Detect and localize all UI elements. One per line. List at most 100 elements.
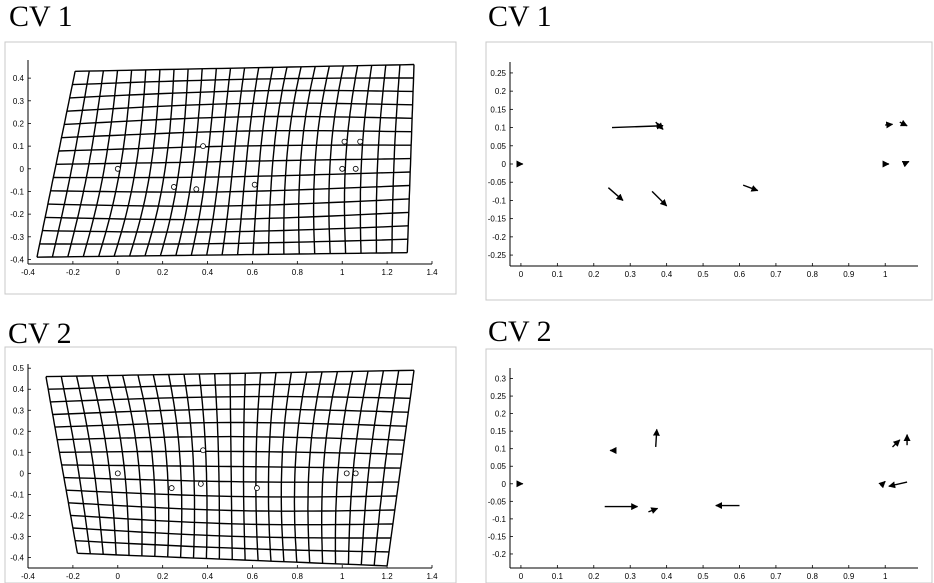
y-tick-label: 0.1 (13, 142, 25, 151)
x-tick-label: 1 (340, 268, 345, 277)
x-tick-label: 0.1 (552, 572, 564, 581)
panel-frame (4, 41, 457, 295)
x-tick-label: 0.4 (661, 270, 673, 279)
x-tick-label: -0.2 (66, 572, 80, 581)
x-tick-label: 0.6 (734, 572, 746, 581)
displacement-vector (651, 190, 668, 207)
y-tick-label: 0.1 (495, 124, 507, 133)
y-tick-label: 0.3 (13, 406, 25, 415)
y-tick-label: 0.3 (13, 97, 25, 106)
grid-line-vertical (221, 67, 246, 256)
grid-line-vertical (293, 371, 308, 563)
y-tick-label: -0.1 (492, 196, 506, 205)
grid-line-vertical (128, 69, 161, 257)
x-tick-label: 0.4 (202, 268, 214, 277)
x-tick-label: 0.9 (843, 572, 855, 581)
displacement-vector (742, 184, 759, 192)
x-tick-label: 1 (883, 270, 888, 279)
landmark-point (200, 447, 206, 454)
grid-line-vertical (334, 371, 354, 564)
landmark-point (197, 480, 204, 487)
grid-line-vertical (168, 374, 183, 558)
y-tick-label: 0 (20, 469, 25, 478)
cv2-vector-field: -0.2 -0.15 -0.1 -0.05 0 0.05 0.1 0.15 0.2 0.25 0.3… (485, 348, 933, 583)
grid-line-vertical (36, 71, 76, 258)
landmark-point (200, 143, 206, 150)
grid-line-vertical (206, 68, 232, 256)
grid-line-vertical (75, 375, 104, 555)
grid-line-vertical (82, 70, 119, 257)
grid-line-vertical (391, 64, 401, 253)
grid-line-vertical (198, 373, 208, 559)
y-tick-label: 0.15 (490, 105, 506, 114)
landmark-point (254, 485, 260, 491)
y-tick-label: -0.1 (10, 490, 24, 499)
x-tick-label: 0.3 (625, 572, 637, 581)
x-tick-label: 0 (116, 572, 121, 581)
grid-line-vertical (106, 375, 130, 556)
landmark-point (170, 184, 177, 190)
y-tick-label: 0.2 (495, 87, 507, 96)
displacement-vector (607, 187, 624, 201)
landmark-point (193, 186, 200, 193)
y-tick-label: -0.25 (488, 251, 507, 260)
y-tick-label: 0 (502, 160, 507, 169)
grid-line-vertical (144, 69, 175, 257)
x-tick-label: 1 (340, 572, 345, 581)
y-tick-label: -0.3 (10, 233, 24, 242)
y-tick-label: 0.1 (495, 445, 507, 454)
grid-line-vertical (347, 370, 369, 565)
landmark-point (114, 165, 121, 172)
grid-line-vertical (307, 371, 323, 563)
y-tick-label: 0.15 (490, 427, 506, 436)
y-tick-label: -0.3 (10, 532, 24, 541)
y-tick-label: 0.05 (490, 462, 506, 471)
grid-line-vertical (312, 66, 330, 254)
x-tick-label: 0.6 (734, 270, 746, 279)
landmark-point (352, 470, 359, 477)
y-tick-label: -0.15 (488, 532, 507, 541)
grid-line-vertical (298, 66, 316, 255)
grid-line-vertical (252, 67, 274, 255)
landmark-point (343, 470, 350, 477)
y-tick-label: -0.15 (488, 215, 507, 224)
x-tick-label: 0.7 (770, 270, 782, 279)
displacement-vector (901, 160, 910, 168)
y-tick-label: -0.4 (10, 553, 24, 562)
displacement-vector (899, 119, 908, 127)
chart-title-cv1-vectors: CV 1 (488, 0, 552, 33)
y-tick-label: 0.05 (490, 142, 506, 151)
y-tick-label: -0.1 (492, 515, 506, 524)
x-tick-label: 0.2 (588, 572, 600, 581)
y-tick-label: 0.25 (490, 392, 506, 401)
displacement-vector (892, 439, 901, 448)
cv1-deformation-grid: -0.4 -0.3 -0.2 -0.1 0 0.1 0.2 0.3 0.4 -0.4 -0.2 0 0.… (4, 41, 457, 295)
x-tick-label: 0.4 (202, 572, 214, 581)
x-tick-label: 0.2 (157, 572, 169, 581)
grid-line-vertical (236, 67, 260, 255)
y-tick-label: -0.2 (492, 233, 506, 242)
grid-line-vertical (267, 372, 277, 562)
grid-line-vertical (183, 374, 196, 559)
grid-line-vertical (175, 68, 203, 256)
grid-line-vertical (406, 64, 415, 253)
landmark-point (341, 138, 348, 145)
grid-line-vertical (343, 65, 359, 254)
displacement-vector (888, 481, 908, 489)
x-tick-label: 0.1 (552, 270, 564, 279)
grid-line-vertical (67, 70, 105, 257)
grid-line-vertical (113, 69, 147, 257)
landmark-point (357, 138, 364, 145)
landmark-point (251, 181, 258, 188)
y-tick-label: 0.2 (13, 119, 25, 128)
x-tick-label: 0.8 (807, 572, 819, 581)
y-tick-label: -0.2 (10, 210, 24, 219)
grid-line-vertical (386, 370, 415, 566)
grid-line-vertical (283, 66, 302, 255)
x-tick-label: 0.6 (247, 268, 259, 277)
x-tick-label: 0.4 (661, 572, 673, 581)
x-tick-label: 0.3 (625, 270, 637, 279)
y-tick-label: -0.2 (10, 511, 24, 520)
chart-title-cv1-grid: CV 1 (9, 0, 73, 33)
grid-line-vertical (375, 65, 387, 253)
